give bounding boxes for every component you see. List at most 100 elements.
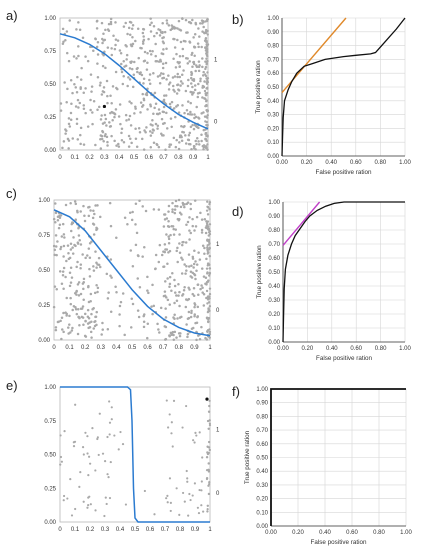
- scatter-point: [82, 107, 86, 110]
- scatter-point: [62, 140, 66, 143]
- scatter-point: [174, 204, 177, 208]
- scatter-point: [94, 204, 97, 207]
- scatter-point: [176, 217, 180, 221]
- scatter-point: [205, 52, 208, 55]
- scatter-point: [69, 266, 73, 269]
- scatter-point: [145, 126, 148, 129]
- y-tick-label: 0.20: [267, 126, 279, 132]
- scatter-point: [193, 313, 197, 316]
- scatter-point: [194, 69, 197, 73]
- scatter-point: [200, 45, 203, 49]
- scatter-point: [95, 226, 98, 230]
- scatter-point: [197, 126, 200, 130]
- scatter-point: [208, 201, 212, 204]
- scatter-point: [167, 219, 170, 223]
- scatter-point: [191, 257, 195, 260]
- scatter-point: [178, 54, 182, 58]
- scatter-point: [199, 77, 202, 80]
- scatter-point: [117, 142, 120, 146]
- scatter-point: [188, 238, 191, 241]
- scatter-point: [128, 100, 131, 103]
- scatter-point: [208, 272, 211, 275]
- scatter-point: [116, 39, 120, 42]
- scatter-point: [136, 277, 139, 280]
- scatter-point: [193, 199, 197, 202]
- scatter-point: [167, 83, 171, 86]
- scatter-point: [143, 313, 146, 316]
- scatter-point: [192, 262, 196, 266]
- scatter-point: [142, 35, 145, 38]
- scatter-point: [75, 312, 79, 316]
- scatter-point: [192, 266, 195, 269]
- scatter-point: [75, 265, 78, 269]
- scatter-point: [69, 302, 73, 306]
- scatter-point: [179, 205, 183, 209]
- scatter-point: [163, 94, 166, 97]
- scatter-point: [67, 257, 71, 261]
- scatter-point: [87, 474, 90, 477]
- scatter-point: [99, 147, 103, 150]
- scatter-point: [173, 46, 177, 49]
- scatter-point: [129, 249, 133, 252]
- scatter-point: [106, 94, 109, 98]
- scatter-point: [201, 244, 205, 247]
- scatter-point: [194, 321, 197, 325]
- scatter-point: [122, 141, 126, 144]
- scatter-point: [90, 90, 93, 93]
- scatter-point: [156, 322, 159, 326]
- scatter-point: [148, 78, 151, 82]
- scatter-point: [199, 79, 202, 83]
- scatter-point: [140, 73, 144, 77]
- y-tick-label: 0.50: [267, 85, 279, 91]
- scatter-point: [69, 111, 73, 115]
- scatter-point: [200, 480, 203, 483]
- scatter-point: [60, 282, 64, 286]
- scatter-point: [169, 501, 172, 504]
- scatter-point: [208, 330, 212, 334]
- scatter-point: [149, 53, 153, 56]
- scatter-point: [142, 28, 146, 31]
- scatter-point: [105, 124, 108, 127]
- scatter-point: [193, 54, 196, 57]
- scatter-point: [129, 124, 133, 127]
- scatter-point: [198, 22, 202, 25]
- scatter-point: [204, 31, 208, 34]
- y-tick-label: 0.00: [38, 338, 50, 344]
- scatter-point: [189, 101, 192, 105]
- scatter-point: [204, 60, 207, 63]
- scatter-point: [160, 72, 163, 75]
- scatter-point: [208, 328, 211, 331]
- scatter-point: [172, 333, 175, 337]
- scatter-point: [207, 484, 210, 487]
- scatter-point: [131, 35, 134, 39]
- scatter-point: [141, 40, 145, 43]
- scatter-point: [138, 72, 142, 76]
- scatter-point: [158, 112, 161, 115]
- y-tick-label: 0.80: [267, 44, 279, 50]
- scatter-point: [204, 92, 208, 95]
- scatter-point: [77, 234, 81, 237]
- scatter-point: [96, 204, 99, 207]
- y-tick-label: 0.20: [268, 312, 280, 318]
- scatter-point: [127, 76, 130, 79]
- x-tick-label: 0.5: [128, 345, 137, 351]
- scatter-point: [110, 53, 114, 57]
- scatter-point: [207, 462, 210, 465]
- scatter-point: [53, 285, 57, 288]
- scatter-point: [190, 327, 194, 331]
- scatter-point: [74, 86, 77, 89]
- scatter-point: [151, 283, 154, 287]
- scatter-point: [79, 470, 82, 474]
- scatter-point: [82, 143, 86, 146]
- scatter-point: [156, 124, 160, 128]
- scatter-point: [90, 312, 93, 316]
- scatter-point: [174, 66, 178, 69]
- scatter-point: [196, 315, 199, 319]
- scatter-point: [64, 275, 67, 279]
- scatter-point: [169, 509, 172, 513]
- scatter-point: [180, 73, 184, 77]
- scatter-point: [205, 49, 209, 52]
- scatter-point: [192, 287, 196, 290]
- scatter-point: [193, 305, 196, 309]
- scatter-point: [154, 102, 158, 105]
